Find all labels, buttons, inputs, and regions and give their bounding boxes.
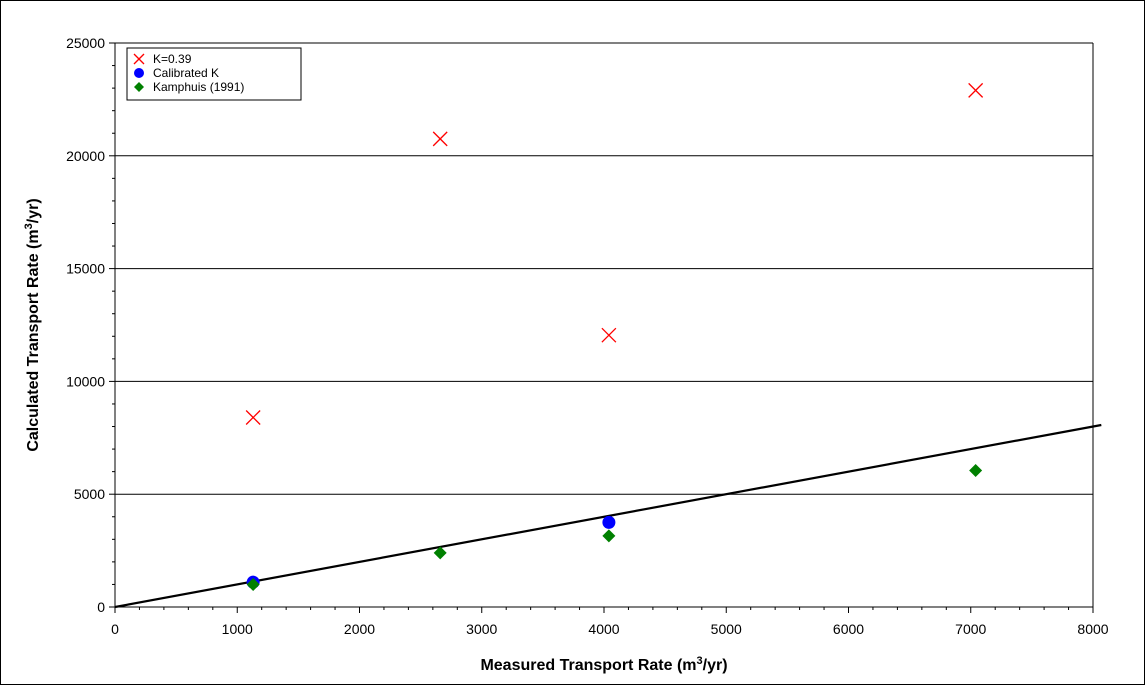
x-tick-label: 3000 (466, 621, 497, 637)
legend-item: Kamphuis (1991) (134, 80, 244, 94)
legend-item: K=0.39 (133, 52, 192, 66)
x-tick-label: 8000 (1077, 621, 1108, 637)
y-tick-label: 20000 (66, 148, 105, 164)
data-point (969, 464, 983, 478)
x-marker-stroke (968, 82, 984, 98)
data-point (968, 82, 984, 98)
diamond-marker (433, 546, 447, 560)
y-tick-label: 15000 (66, 261, 105, 277)
data-point (432, 131, 448, 147)
x-marker-stroke (601, 327, 617, 343)
legend-box (126, 47, 302, 101)
x-tick-label: 1000 (222, 621, 253, 637)
x-tick-label: 2000 (344, 621, 375, 637)
data-point (433, 546, 447, 560)
y-tick-label: 10000 (66, 373, 105, 389)
legend-item: Calibrated K (134, 66, 219, 80)
gridlines (115, 42, 1093, 495)
axes: 0 5000 10000 15000 20000 25000 0 1000 2000 3000 40… (66, 35, 1109, 637)
data-point (602, 529, 616, 543)
diamond-marker (134, 82, 144, 92)
x-tick-label: 5000 (711, 621, 742, 637)
x-tick-label: 7000 (955, 621, 986, 637)
x-tick-label: 6000 (833, 621, 864, 637)
legend-label: Calibrated K (153, 66, 219, 80)
x-marker-stroke (432, 131, 448, 147)
y-axis-title: Calculated Transport Rate (m3/yr) (23, 198, 42, 451)
data-point (601, 327, 617, 343)
x-marker-stroke (245, 410, 261, 425)
circle-marker (134, 68, 144, 78)
x-marker-stroke (133, 53, 145, 65)
diamond-marker (969, 464, 983, 478)
data-point (246, 577, 260, 591)
data-point (245, 410, 261, 425)
x-axis-title: Measured Transport Rate (m3/yr) (480, 655, 727, 674)
y-tick-label: 25000 (66, 35, 105, 51)
legend-label: Kamphuis (1991) (153, 80, 244, 94)
data-point (602, 515, 616, 529)
x-tick-label: 4000 (588, 621, 619, 637)
y-tick-label: 0 (97, 599, 105, 615)
diamond-marker (246, 577, 260, 591)
diamond-marker (602, 529, 616, 543)
x-tick-label: 0 (111, 621, 119, 637)
circle-marker (602, 515, 616, 529)
data-points (245, 82, 984, 591)
y-tick-label: 5000 (74, 486, 105, 502)
legend-label: K=0.39 (153, 52, 192, 66)
